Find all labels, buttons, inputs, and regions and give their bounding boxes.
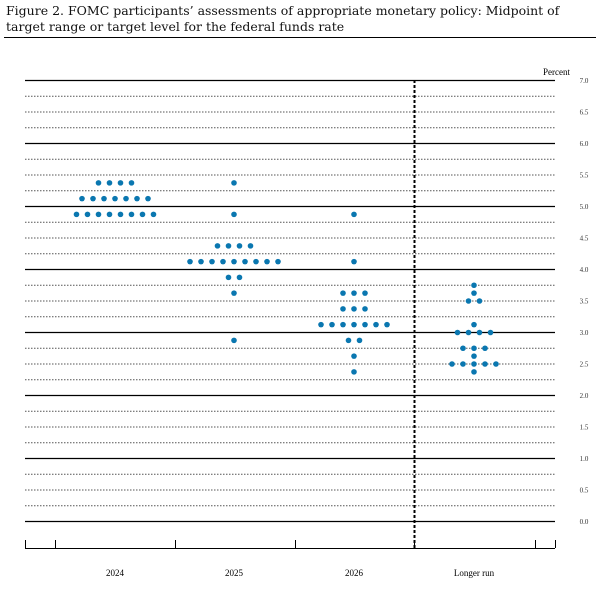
title-rule: [4, 37, 596, 38]
dot-2025: [198, 258, 204, 265]
dot-2026: [351, 290, 357, 296]
dot-2024: [73, 211, 80, 218]
chart-title: Figure 2. FOMC participants’ assessments…: [6, 3, 560, 34]
dot-2025: [236, 243, 243, 249]
dot-2024: [95, 211, 102, 218]
y-tick-label: 3.5: [580, 298, 589, 306]
dot-2026: [362, 306, 368, 312]
dot-2024: [117, 180, 124, 186]
dot-2025: [275, 258, 281, 265]
dot-longer-run: [449, 361, 455, 367]
dot-longer-run: [471, 321, 477, 328]
dot-2025: [231, 211, 237, 218]
dot-longer-run: [482, 361, 488, 367]
dot-2025: [214, 243, 221, 249]
y-tick-label: 1.5: [580, 424, 589, 432]
dot-longer-run: [482, 345, 488, 352]
dot-2026: [318, 321, 324, 328]
y-tick-label: 5.5: [580, 172, 589, 180]
dot-longer-run: [465, 329, 472, 336]
dot-2026: [356, 337, 363, 344]
dot-2025: [225, 274, 232, 281]
dot-2024: [90, 195, 96, 202]
y-tick-label: 3.0: [580, 329, 589, 337]
dot-2025: [247, 243, 254, 249]
dot-longer-run: [471, 353, 477, 359]
y-tick-label: 2.5: [580, 361, 589, 369]
dot-longer-run: [471, 290, 477, 296]
y-tick-label: 1.0: [580, 455, 589, 463]
dot-2026: [384, 321, 390, 328]
dot-2026: [351, 321, 357, 328]
dot-2025: [209, 258, 215, 265]
dot-2024: [128, 211, 135, 218]
x-tick-label: 2024: [106, 568, 125, 578]
dot-2026: [329, 321, 335, 328]
dot-2026: [340, 321, 346, 328]
dot-2024: [123, 195, 129, 202]
y-tick-label: 0.5: [580, 487, 589, 495]
dot-longer-run: [476, 298, 483, 304]
dot-2024: [106, 211, 113, 218]
dot-2025: [187, 258, 193, 265]
dot-2026: [351, 211, 357, 218]
y-tick-label: 0.0: [580, 518, 589, 526]
dot-2024: [134, 195, 140, 202]
dot-2024: [139, 211, 146, 218]
dot-2026: [362, 290, 368, 296]
y-tick-label: 4.5: [580, 235, 589, 243]
dot-2024: [106, 180, 113, 186]
dot-longer-run: [476, 329, 483, 336]
dot-2024: [128, 180, 135, 186]
dot-2026: [351, 258, 357, 265]
dot-2026: [351, 353, 357, 359]
dot-2025: [225, 243, 232, 249]
dot-2024: [145, 195, 151, 202]
dot-2026: [373, 321, 379, 328]
dot-2025: [231, 180, 237, 186]
dot-longer-run: [471, 361, 477, 367]
dot-2026: [362, 321, 368, 328]
dot-2026: [340, 290, 346, 296]
dot-2025: [264, 258, 270, 265]
dot-2025: [231, 337, 237, 344]
x-tick-label: 2025: [225, 568, 244, 578]
y-axis-label: Percent: [543, 67, 570, 77]
dot-longer-run: [471, 282, 477, 289]
x-tick-label: Longer run: [454, 568, 495, 578]
dot-2026: [351, 369, 357, 375]
dot-2024: [84, 211, 91, 218]
dot-longer-run: [487, 329, 494, 336]
dot-longer-run: [471, 345, 477, 352]
dot-longer-run: [454, 329, 461, 336]
x-tick-label: 2026: [345, 568, 364, 578]
dot-2024: [101, 195, 107, 202]
dot-2026: [351, 306, 357, 312]
y-tick-label: 2.0: [580, 392, 589, 400]
y-tick-label: 6.5: [580, 109, 589, 117]
dot-2025: [231, 290, 237, 296]
dot-2026: [340, 306, 346, 312]
dot-2025: [253, 258, 259, 265]
dot-longer-run: [493, 361, 499, 367]
dot-2025: [231, 258, 237, 265]
dot-2025: [236, 274, 243, 281]
dot-2024: [117, 211, 124, 218]
dot-2024: [150, 211, 157, 218]
dot-longer-run: [460, 361, 466, 367]
dot-2024: [79, 195, 85, 202]
dot-longer-run: [465, 298, 472, 304]
y-tick-label: 5.0: [580, 203, 589, 211]
y-tick-label: 6.0: [580, 140, 589, 148]
dot-longer-run: [460, 345, 466, 352]
dot-2025: [220, 258, 226, 265]
dot-2025: [242, 258, 248, 265]
dot-2024: [95, 180, 102, 186]
dot-longer-run: [471, 369, 477, 375]
dot-2024: [112, 195, 118, 202]
dot-2026: [345, 337, 352, 344]
y-tick-label: 7.0: [580, 77, 589, 85]
y-tick-label: 4.0: [580, 266, 589, 274]
